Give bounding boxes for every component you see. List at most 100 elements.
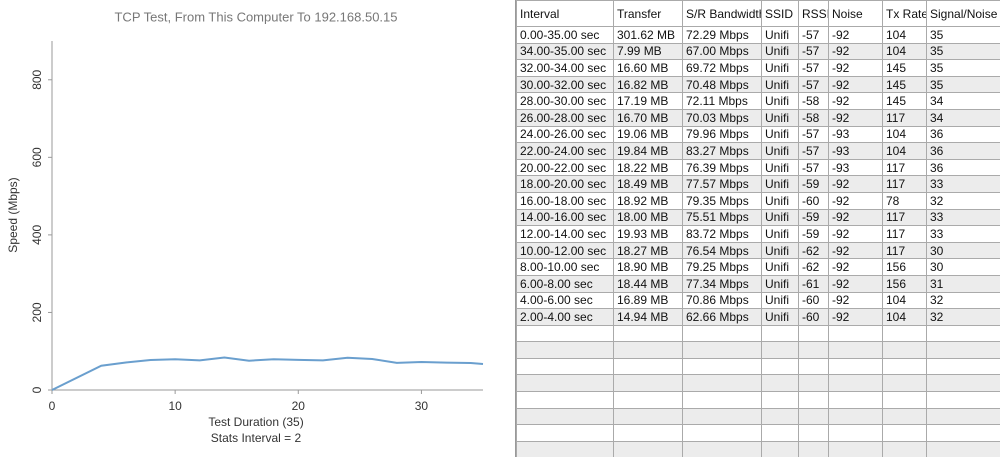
table-cell: 117 [882, 158, 927, 177]
table-cell: -92 [828, 191, 883, 210]
table-cell: 104 [882, 308, 927, 326]
empty-cell [613, 440, 683, 457]
empty-cell [882, 440, 927, 457]
table-cell: 16.82 MB [613, 75, 683, 94]
stats-table: Interval Transfer S/R Bandwidth SSID RSSI Noi… [515, 0, 1000, 457]
empty-cell [798, 324, 829, 343]
y-axis-label: Speed (Mbps) [6, 177, 20, 252]
table-cell: 32 [926, 291, 1000, 310]
empty-row [516, 374, 1000, 393]
table-cell: 6.00-8.00 sec [516, 274, 614, 293]
table-cell: 104 [882, 291, 927, 310]
empty-row [516, 440, 1000, 457]
table-cell: -58 [798, 108, 829, 127]
column-header: SSID [761, 0, 799, 27]
table-cell: 32.00-34.00 sec [516, 59, 614, 77]
table-cell: 33 [926, 208, 1000, 227]
table-cell: 145 [882, 75, 927, 94]
y-tick-label: 0 [30, 386, 44, 393]
table-cell: 145 [882, 92, 927, 110]
table-cell: 72.11 Mbps [682, 92, 762, 110]
table-cell: -92 [828, 308, 883, 326]
table-cell: 24.00-26.00 sec [516, 125, 614, 144]
table-cell: 70.86 Mbps [682, 291, 762, 310]
empty-row [516, 424, 1000, 442]
table-cell: -60 [798, 291, 829, 310]
table-row: 14.00-16.00 sec 18.00 MB 75.51 Mbps Unifi -5… [516, 208, 1000, 227]
table-cell: 12.00-14.00 sec [516, 225, 614, 243]
table-cell: 32 [926, 191, 1000, 210]
table-cell: 83.72 Mbps [682, 225, 762, 243]
column-header: Noise [828, 0, 883, 27]
table-cell: 67.00 Mbps [682, 42, 762, 61]
empty-cell [761, 407, 799, 426]
table-cell: 79.96 Mbps [682, 125, 762, 144]
y-tick-label: 200 [30, 302, 44, 322]
x-tick-label: 0 [49, 399, 56, 413]
table-cell: 19.84 MB [613, 142, 683, 160]
table-cell: 104 [882, 125, 927, 144]
empty-cell [882, 324, 927, 343]
x-tick-label: 20 [292, 399, 306, 413]
table-cell: 18.49 MB [613, 175, 683, 193]
table-cell: Unifi [761, 308, 799, 326]
table-cell: 79.25 Mbps [682, 258, 762, 276]
empty-cell [516, 440, 614, 457]
empty-cell [682, 440, 762, 457]
empty-cell [926, 424, 1000, 442]
table-cell: Unifi [761, 125, 799, 144]
column-header: RSSI [798, 0, 829, 27]
empty-cell [882, 424, 927, 442]
table-cell: 26.00-28.00 sec [516, 108, 614, 127]
table-cell: 70.48 Mbps [682, 75, 762, 94]
table-cell: Unifi [761, 291, 799, 310]
table-cell: -58 [798, 92, 829, 110]
empty-cell [798, 407, 829, 426]
empty-cell [682, 374, 762, 393]
table-cell: 156 [882, 274, 927, 293]
x-axis-sublabel: Stats Interval = 2 [211, 431, 302, 445]
table-cell: 2.00-4.00 sec [516, 308, 614, 326]
table-cell: 22.00-24.00 sec [516, 142, 614, 160]
table-cell: 83.27 Mbps [682, 142, 762, 160]
column-header: S/R Bandwidth [682, 0, 762, 27]
table-cell: 18.27 MB [613, 241, 683, 260]
empty-cell [882, 391, 927, 409]
table-cell: 18.90 MB [613, 258, 683, 276]
x-tick-label: 30 [415, 399, 429, 413]
table-cell: 77.57 Mbps [682, 175, 762, 193]
table-cell: 31 [926, 274, 1000, 293]
empty-cell [926, 374, 1000, 393]
empty-cell [798, 424, 829, 442]
empty-cell [761, 391, 799, 409]
table-cell: Unifi [761, 191, 799, 210]
empty-cell [798, 391, 829, 409]
table-cell: -92 [828, 291, 883, 310]
empty-row [516, 341, 1000, 359]
empty-cell [613, 357, 683, 376]
table-cell: -92 [828, 208, 883, 227]
table-cell: 76.54 Mbps [682, 241, 762, 260]
table-cell: 28.00-30.00 sec [516, 92, 614, 110]
table-cell: 4.00-6.00 sec [516, 291, 614, 310]
table-cell: 35 [926, 59, 1000, 77]
table-cell: -57 [798, 125, 829, 144]
table-row: 30.00-32.00 sec 16.82 MB 70.48 Mbps Unifi -5… [516, 75, 1000, 94]
table-cell: -57 [798, 26, 829, 44]
empty-cell [882, 341, 927, 359]
table-cell: 18.44 MB [613, 274, 683, 293]
empty-cell [926, 407, 1000, 426]
table: Interval Transfer S/R Bandwidth SSID RSSI Noi… [516, 0, 1000, 457]
table-cell: -93 [828, 142, 883, 160]
table-row: 12.00-14.00 sec 19.93 MB 83.72 Mbps Unifi -5… [516, 225, 1000, 243]
empty-cell [761, 341, 799, 359]
table-cell: Unifi [761, 108, 799, 127]
table-cell: 145 [882, 59, 927, 77]
empty-cell [828, 440, 883, 457]
table-row: 8.00-10.00 sec 18.90 MB 79.25 Mbps Unifi -62… [516, 258, 1000, 276]
table-row: 20.00-22.00 sec 18.22 MB 76.39 Mbps Unifi -5… [516, 158, 1000, 177]
table-cell: 104 [882, 142, 927, 160]
table-cell: Unifi [761, 26, 799, 44]
table-cell: -92 [828, 59, 883, 77]
table-cell: -57 [798, 142, 829, 160]
